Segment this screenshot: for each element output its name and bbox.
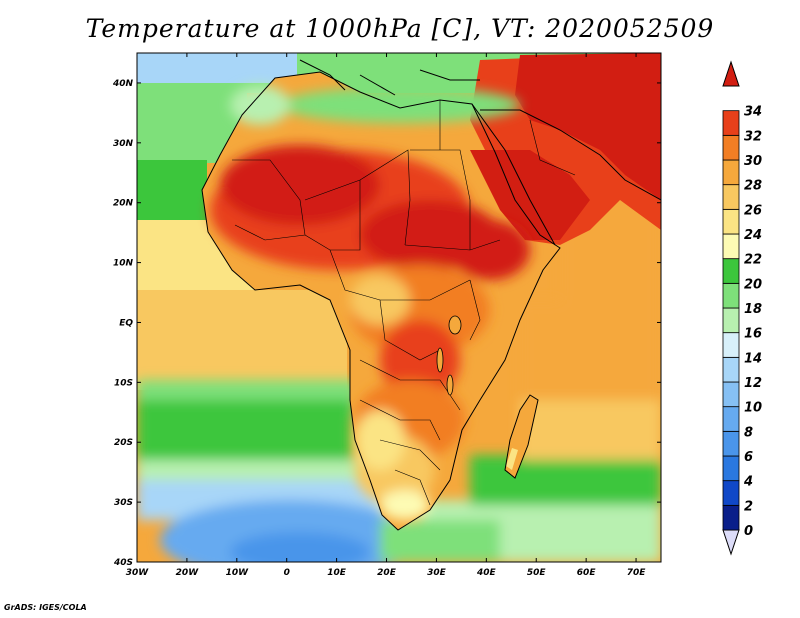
colorbar-swatch xyxy=(722,184,740,210)
colorbar-swatch xyxy=(722,455,740,482)
colorbar-swatch xyxy=(722,307,740,334)
lon-tick-label: 20E xyxy=(377,568,397,578)
colorbar-above-triangle xyxy=(722,60,740,87)
colorbar-swatch xyxy=(722,159,740,186)
credit-text: GrADS: IGES/COLA xyxy=(4,603,87,612)
colorbar-label: 32 xyxy=(744,129,762,144)
lon-tick-label: 10E xyxy=(327,568,347,578)
colorbar-label: 18 xyxy=(744,302,762,317)
colorbar-below-triangle xyxy=(722,529,740,556)
chart-title: Temperature at 1000hPa [C], VT: 20200525… xyxy=(85,14,715,43)
colorbar-swatch xyxy=(722,480,740,506)
lat-tick-label: 40S xyxy=(113,558,133,568)
lat-tick-label: 20N xyxy=(113,199,134,209)
colorbar-swatch xyxy=(722,233,740,260)
lon-tick-label: 70E xyxy=(627,568,647,578)
colorbar-swatch xyxy=(722,381,740,408)
colorbar-swatch xyxy=(722,406,740,432)
colorbar-swatch xyxy=(722,282,740,309)
lon-tick-label: 10W xyxy=(226,568,250,578)
colorbar-label: 26 xyxy=(744,203,762,218)
colorbar-swatch xyxy=(722,504,740,531)
colorbar-label: 10 xyxy=(744,401,762,416)
colorbar-label: 6 xyxy=(744,450,753,465)
longitude-ticks: 30W 20W 10W 0 10E 20E 30E 40E 50E 60E 70E xyxy=(126,53,646,578)
colorbar-label: 30 xyxy=(744,154,762,169)
colorbar-label: 12 xyxy=(744,376,762,391)
lon-tick-label: 30W xyxy=(126,568,150,578)
colorbar-swatch xyxy=(722,332,740,358)
colorbar-label: 22 xyxy=(744,253,762,268)
colorbar-swatch xyxy=(722,110,740,136)
colorbar-swatch xyxy=(722,258,740,284)
colorbar-label: 8 xyxy=(744,425,753,440)
lat-tick-label: 30N xyxy=(113,139,134,149)
colorbar-swatch xyxy=(722,430,740,457)
lon-tick-label: 60E xyxy=(577,568,597,578)
latitude-ticks: 40N 30N 20N 10N EQ 10S 20S 30S 40S xyxy=(112,79,661,568)
lon-tick-label: 20W xyxy=(176,568,200,578)
colorbar-swatch xyxy=(722,134,740,161)
colorbar-label: 4 xyxy=(743,475,753,490)
lat-tick-label: 30S xyxy=(114,498,133,508)
colorbar-label: 14 xyxy=(744,351,762,366)
colorbar-swatch xyxy=(722,356,740,383)
lat-tick-label: 20S xyxy=(114,438,133,448)
colorbar-label: 34 xyxy=(744,105,762,120)
colorbar-label: 20 xyxy=(744,277,762,292)
lon-tick-label: 50E xyxy=(527,568,547,578)
plot-frame xyxy=(136,52,662,563)
temperature-field xyxy=(137,53,661,562)
lat-tick-label: EQ xyxy=(119,318,133,328)
lon-tick-label: 30E xyxy=(427,568,447,578)
colorbar-label: 16 xyxy=(744,327,762,342)
lon-tick-label: 0 xyxy=(284,568,290,578)
colorbar-label: 2 xyxy=(744,499,753,514)
colorbar-label: 24 xyxy=(744,228,762,243)
lon-tick-label: 40E xyxy=(476,568,497,578)
colorbar-swatch xyxy=(722,208,740,235)
colorbar-label: 28 xyxy=(744,179,762,194)
lat-tick-label: 40N xyxy=(112,79,134,89)
lat-tick-label: 10S xyxy=(114,378,133,388)
colorbar-label: 0 xyxy=(744,524,753,539)
lat-tick-label: 10N xyxy=(113,259,134,269)
